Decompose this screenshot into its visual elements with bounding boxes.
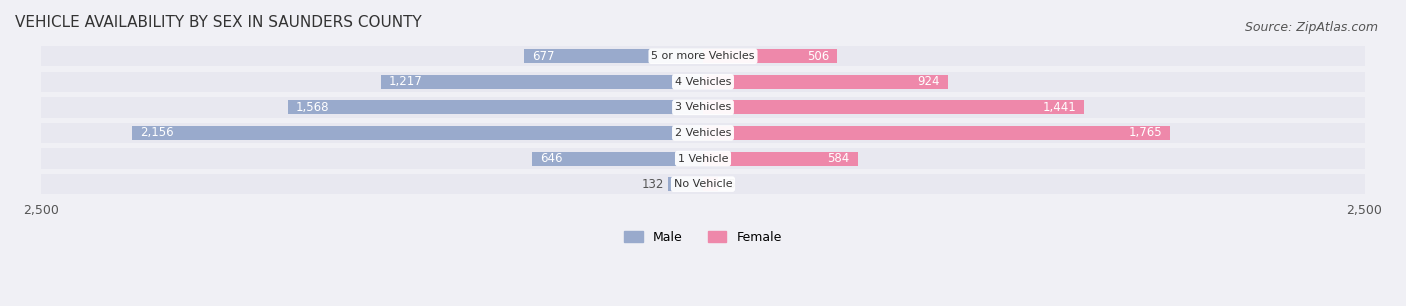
Bar [381,75,703,89]
Text: 4 Vehicles: 4 Vehicles [675,77,731,87]
Text: 5 or more Vehicles: 5 or more Vehicles [651,51,755,61]
Bar [668,177,703,191]
Text: Source: ZipAtlas.com: Source: ZipAtlas.com [1244,21,1378,34]
Bar [703,97,1365,118]
Bar [703,174,1365,194]
Text: 1,217: 1,217 [389,75,423,88]
Text: VEHICLE AVAILABILITY BY SEX IN SAUNDERS COUNTY: VEHICLE AVAILABILITY BY SEX IN SAUNDERS … [15,15,422,30]
Bar [703,126,1170,140]
Bar [703,100,1084,114]
Text: 1,765: 1,765 [1129,126,1163,140]
Text: 1,441: 1,441 [1043,101,1077,114]
Bar [703,72,1365,92]
Bar [132,126,703,140]
Bar [703,123,1365,143]
Text: 3 Vehicles: 3 Vehicles [675,103,731,112]
Bar [703,46,1365,66]
Bar [703,177,717,191]
Text: 132: 132 [641,178,664,191]
Text: 1 Vehicle: 1 Vehicle [678,154,728,163]
Text: 2 Vehicles: 2 Vehicles [675,128,731,138]
Bar [41,174,703,194]
Bar [703,151,858,166]
Text: 646: 646 [540,152,562,165]
Bar [41,97,703,118]
Text: 1,568: 1,568 [297,101,329,114]
Legend: Male, Female: Male, Female [619,226,787,249]
Bar [288,100,703,114]
Bar [703,148,1365,169]
Text: 506: 506 [807,50,830,63]
Bar [531,151,703,166]
Bar [41,46,703,66]
Text: No Vehicle: No Vehicle [673,179,733,189]
Text: 584: 584 [827,152,849,165]
Text: 2,156: 2,156 [141,126,174,140]
Bar [524,49,703,63]
Text: 924: 924 [917,75,939,88]
Bar [41,123,703,143]
Text: 677: 677 [531,50,554,63]
Bar [703,49,837,63]
Bar [41,72,703,92]
Bar [703,75,948,89]
Text: 55: 55 [721,178,737,191]
Bar [41,148,703,169]
